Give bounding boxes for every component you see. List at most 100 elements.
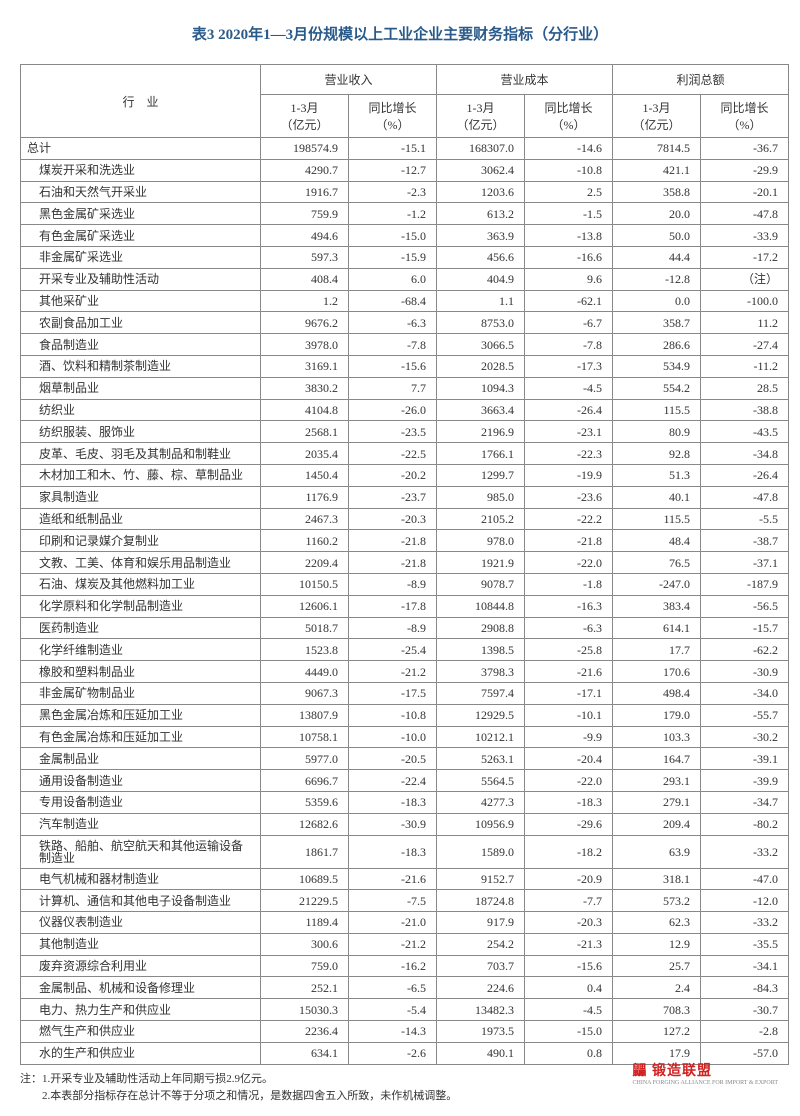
- cell-value: -2.6: [349, 1042, 437, 1064]
- cell-value: 40.1: [613, 486, 701, 508]
- cell-value: 4277.3: [437, 791, 525, 813]
- cell-value: -21.2: [349, 933, 437, 955]
- cell-value: -16.6: [525, 246, 613, 268]
- cell-value: 5263.1: [437, 748, 525, 770]
- table-row: 开采专业及辅助性活动408.46.0404.99.6-12.8（注）: [21, 268, 789, 290]
- cell-value: 3798.3: [437, 661, 525, 683]
- cell-value: -17.8: [349, 595, 437, 617]
- cell-value: 634.1: [261, 1042, 349, 1064]
- cell-value: 613.2: [437, 203, 525, 225]
- cell-value: 6696.7: [261, 770, 349, 792]
- cell-value: -21.6: [525, 661, 613, 683]
- cell-value: -20.1: [701, 181, 789, 203]
- cell-value: 759.9: [261, 203, 349, 225]
- cell-value: 279.1: [613, 791, 701, 813]
- cell-value: 318.1: [613, 868, 701, 890]
- cell-value: 5018.7: [261, 617, 349, 639]
- cell-value: 573.2: [613, 890, 701, 912]
- cell-value: -39.1: [701, 748, 789, 770]
- table-row: 皮革、毛皮、羽毛及其制品和制鞋业2035.4-22.51766.1-22.392…: [21, 443, 789, 465]
- cell-value: -25.8: [525, 639, 613, 661]
- cell-value: 115.5: [613, 508, 701, 530]
- cell-value: -21.8: [349, 552, 437, 574]
- cell-value: 209.4: [613, 813, 701, 835]
- cell-value: -33.2: [701, 912, 789, 934]
- table-row: 化学纤维制造业1523.8-25.41398.5-25.817.7-62.2: [21, 639, 789, 661]
- cell-value: 554.2: [613, 377, 701, 399]
- cell-value: -15.9: [349, 246, 437, 268]
- industry-label: 其他制造业: [21, 933, 261, 955]
- cell-value: 708.3: [613, 999, 701, 1021]
- cell-value: 254.2: [437, 933, 525, 955]
- industry-label: 石油和天然气开采业: [21, 181, 261, 203]
- cell-value: 597.3: [261, 246, 349, 268]
- cell-value: -8.9: [349, 573, 437, 595]
- industry-label: 煤炭开采和洗选业: [21, 159, 261, 181]
- cell-value: -6.5: [349, 977, 437, 999]
- cell-value: -4.5: [525, 377, 613, 399]
- cell-value: -80.2: [701, 813, 789, 835]
- cell-value: 1.1: [437, 290, 525, 312]
- cell-value: -20.9: [525, 868, 613, 890]
- table-row: 文教、工美、体育和娱乐用品制造业2209.4-21.81921.9-22.076…: [21, 552, 789, 574]
- table-row: 农副食品加工业9676.2-6.38753.0-6.7358.711.2: [21, 312, 789, 334]
- cell-value: -15.7: [701, 617, 789, 639]
- cell-value: -187.9: [701, 573, 789, 595]
- industry-label: 仪器仪表制造业: [21, 912, 261, 934]
- cell-value: -47.0: [701, 868, 789, 890]
- cell-value: -17.3: [525, 355, 613, 377]
- cell-value: -23.1: [525, 421, 613, 443]
- cell-value: 10758.1: [261, 726, 349, 748]
- industry-label: 农副食品加工业: [21, 312, 261, 334]
- cell-value: 2236.4: [261, 1021, 349, 1043]
- cell-value: 10150.5: [261, 573, 349, 595]
- cell-value: 917.9: [437, 912, 525, 934]
- cell-value: -18.2: [525, 835, 613, 868]
- cell-value: -22.3: [525, 443, 613, 465]
- cell-value: -22.0: [525, 770, 613, 792]
- header-group-cost: 营业成本: [437, 65, 613, 95]
- table-row: 汽车制造业12682.6-30.910956.9-29.6209.4-80.2: [21, 813, 789, 835]
- cell-value: -10.8: [349, 704, 437, 726]
- cell-value: -12.8: [613, 268, 701, 290]
- cell-value: 50.0: [613, 225, 701, 247]
- header-industry: 行 业: [21, 65, 261, 138]
- cell-value: -14.3: [349, 1021, 437, 1043]
- header-group-profit: 利润总额: [613, 65, 789, 95]
- cell-value: 4290.7: [261, 159, 349, 181]
- cell-value: 7.7: [349, 377, 437, 399]
- table-row: 非金属矿采选业597.3-15.9456.6-16.644.4-17.2: [21, 246, 789, 268]
- cell-value: -100.0: [701, 290, 789, 312]
- industry-label: 有色金属冶炼和压延加工业: [21, 726, 261, 748]
- cell-value: -20.2: [349, 464, 437, 486]
- cell-value: 5564.5: [437, 770, 525, 792]
- table-body: 总计198574.9-15.1168307.0-14.67814.5-36.7煤…: [21, 138, 789, 1065]
- cell-value: -17.5: [349, 682, 437, 704]
- cell-value: 115.5: [613, 399, 701, 421]
- cell-value: 5977.0: [261, 748, 349, 770]
- cell-value: -9.9: [525, 726, 613, 748]
- cell-value: 9067.3: [261, 682, 349, 704]
- cell-value: 383.4: [613, 595, 701, 617]
- cell-value: -26.4: [525, 399, 613, 421]
- cell-value: 2105.2: [437, 508, 525, 530]
- cell-value: -7.8: [349, 334, 437, 356]
- table-row: 化学原料和化学制品制造业12606.1-17.810844.8-16.3383.…: [21, 595, 789, 617]
- cell-value: 3066.5: [437, 334, 525, 356]
- cell-value: 1921.9: [437, 552, 525, 574]
- cell-value: 10844.8: [437, 595, 525, 617]
- cell-value: -16.3: [525, 595, 613, 617]
- cell-value: 1973.5: [437, 1021, 525, 1043]
- watermark: 鼺 锻造联盟 CHINA FORGING ALLIANCE FOR IMPORT…: [632, 1060, 778, 1086]
- cell-value: 164.7: [613, 748, 701, 770]
- table-row: 造纸和纸制品业2467.3-20.32105.2-22.2115.5-5.5: [21, 508, 789, 530]
- cell-value: -12.0: [701, 890, 789, 912]
- cell-value: -62.2: [701, 639, 789, 661]
- cell-value: 17.7: [613, 639, 701, 661]
- cell-value: -18.3: [349, 835, 437, 868]
- cell-value: 18724.8: [437, 890, 525, 912]
- cell-value: 498.4: [613, 682, 701, 704]
- cell-value: -17.2: [701, 246, 789, 268]
- cell-value: -5.4: [349, 999, 437, 1021]
- table-row: 印刷和记录媒介复制业1160.2-21.8978.0-21.848.4-38.7: [21, 530, 789, 552]
